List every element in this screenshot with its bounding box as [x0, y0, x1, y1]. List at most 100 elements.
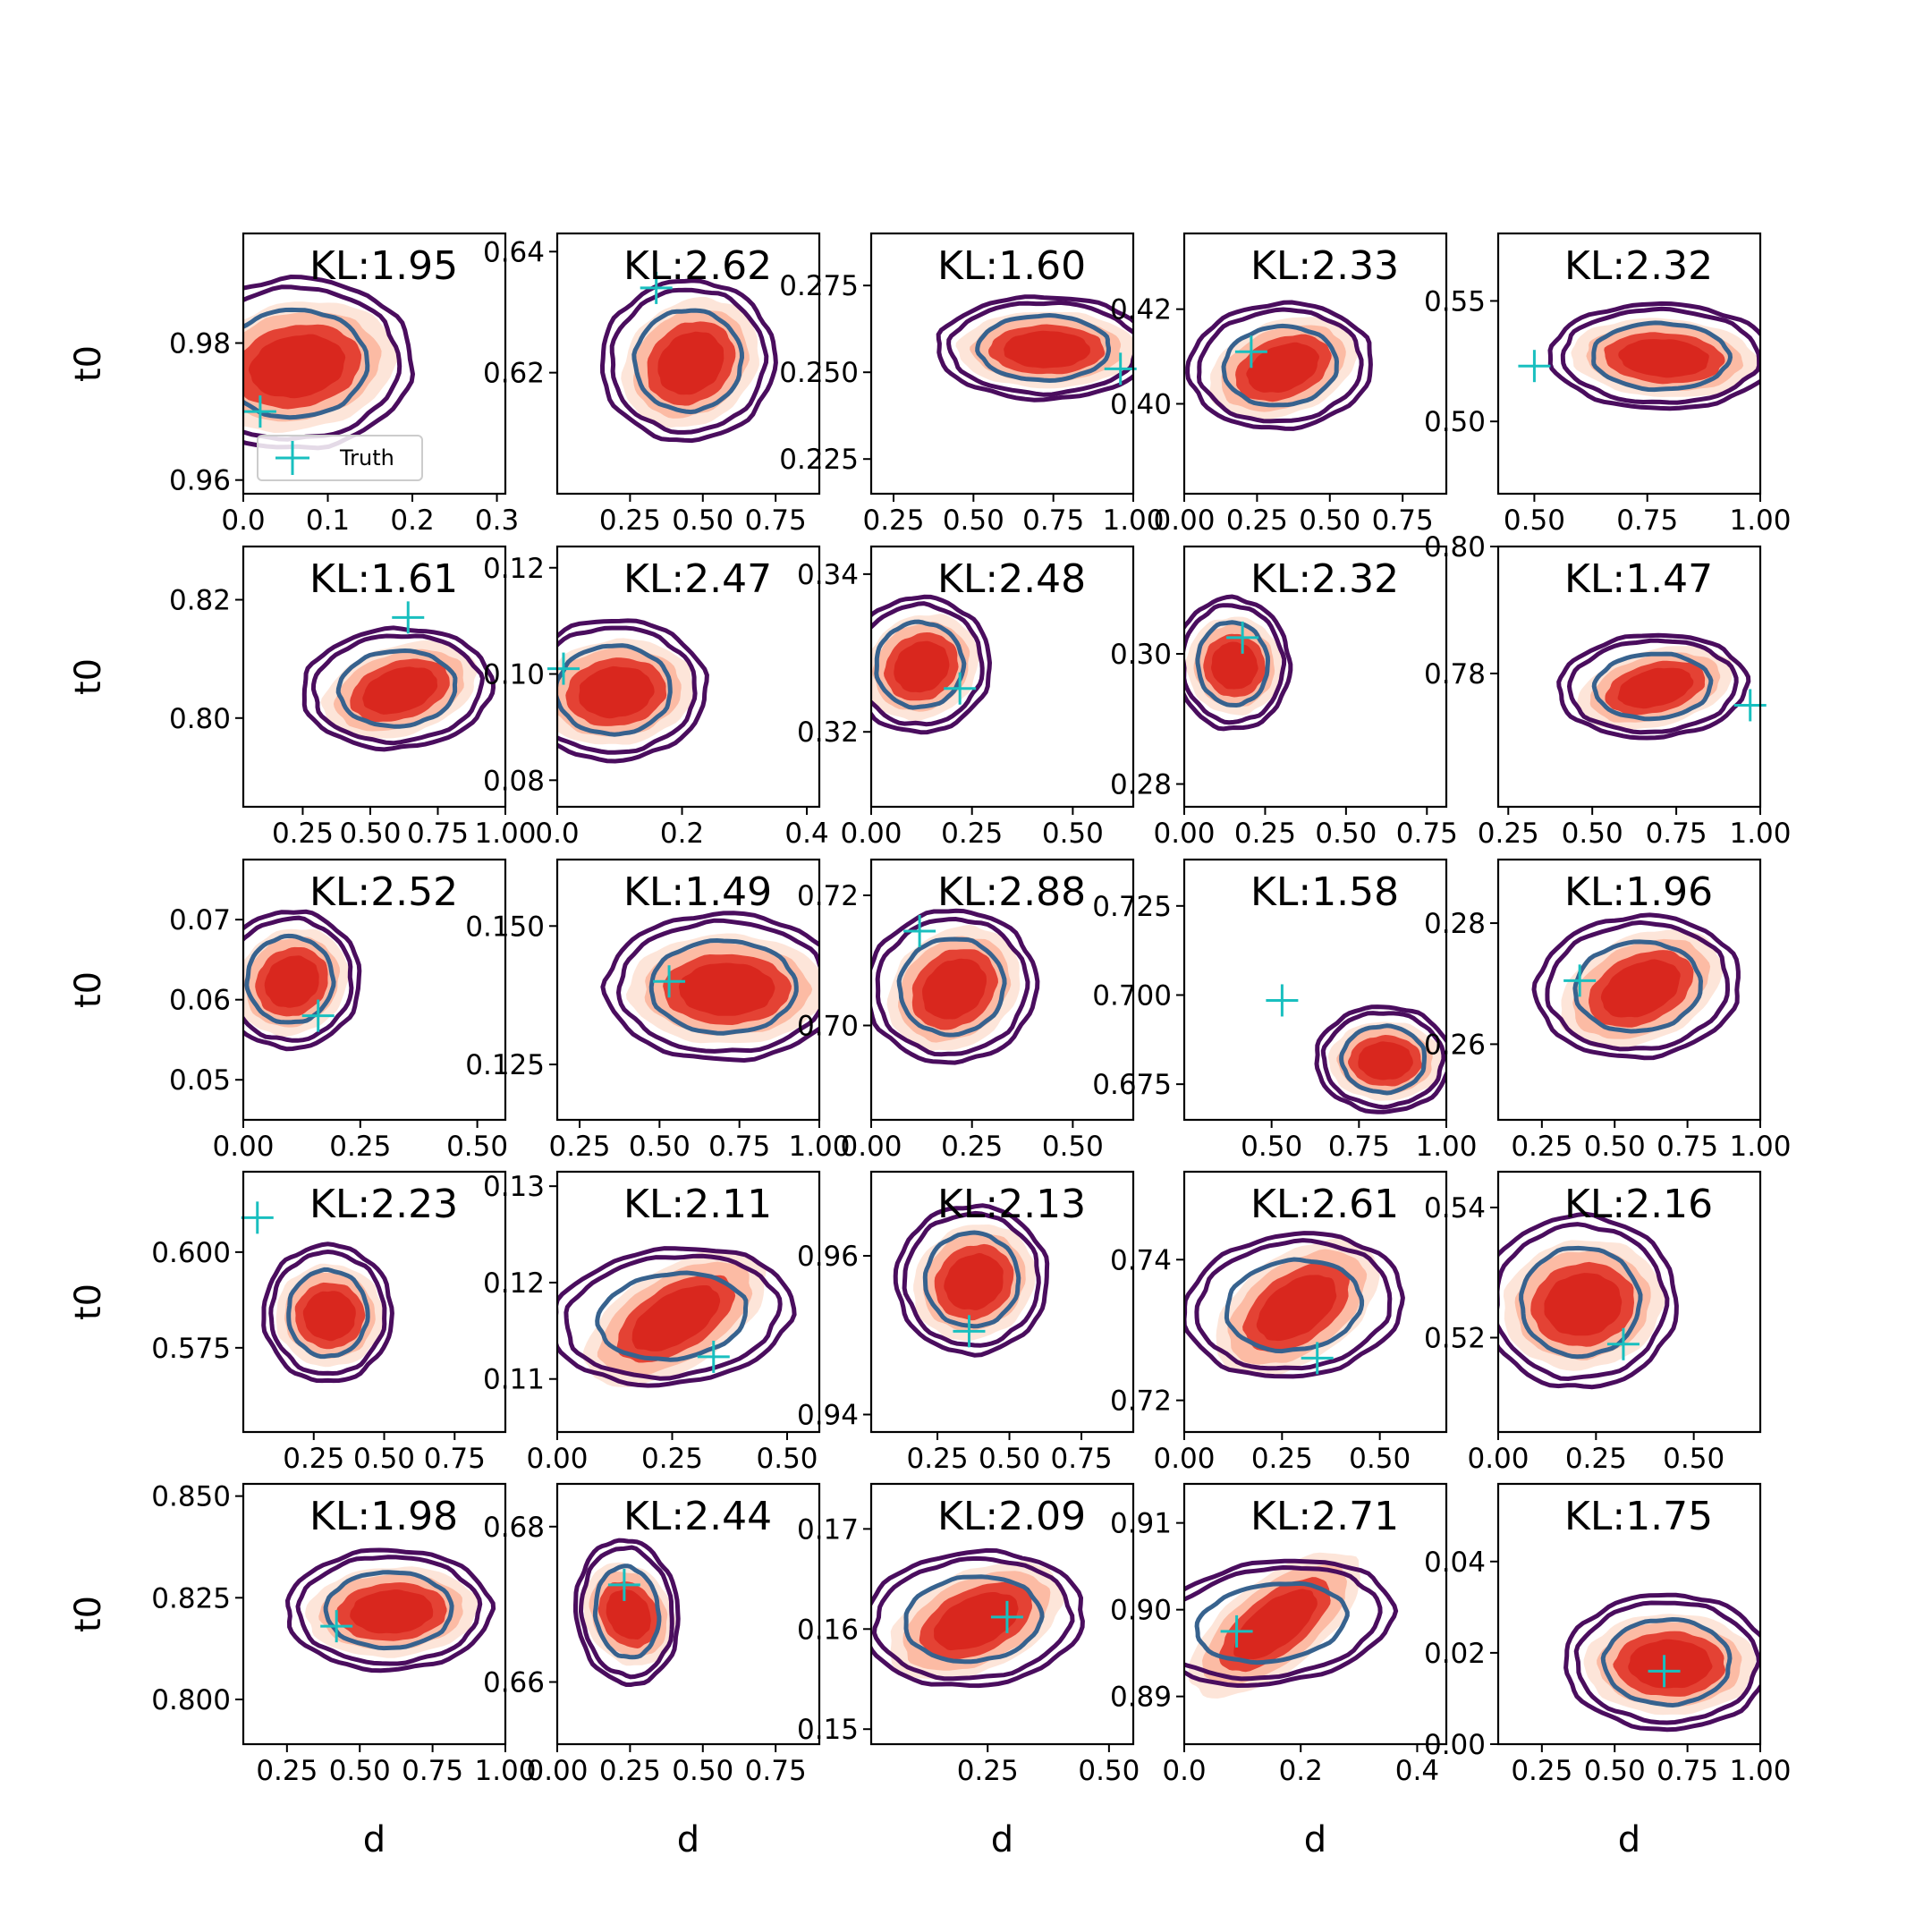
- panel-plot-area: [871, 908, 1040, 1065]
- density-fill-level-4: [678, 962, 775, 1016]
- truth-marker: [243, 395, 276, 428]
- contour-middle: [609, 287, 769, 435]
- y-tick-label: 0.250: [779, 357, 859, 389]
- panel-frame: [1182, 545, 1448, 809]
- kl-divergence-label: KL:2.33: [1250, 243, 1399, 289]
- x-tick-label: 0.50: [1504, 504, 1565, 537]
- panel-13: 0.00 0.25 0.50 0.70 0.72 KL:2.88: [797, 858, 1135, 1163]
- panel-plot-area: [1556, 632, 1751, 741]
- x-tick-label: 0.25: [1226, 504, 1288, 537]
- x-tick-label: 0.25: [1565, 1443, 1627, 1475]
- panel-3: 0.25 0.50 0.75 1.00 0.225 0.250 0.275 KL:1.60: [779, 232, 1165, 537]
- y-tick-label: 0.275: [779, 270, 859, 302]
- panel-17: 0.00 0.25 0.50 0.11 0.12 0.13 KL:2.11: [483, 1170, 821, 1475]
- kl-divergence-label: KL:1.49: [623, 869, 772, 915]
- contour-inner: [1339, 1023, 1428, 1096]
- panel-plot-area: [557, 1246, 797, 1388]
- x-tick-label: 0.50: [1663, 1443, 1724, 1475]
- density-fill-level-4: [264, 955, 319, 1008]
- truth-marker: [953, 1315, 986, 1348]
- contour-middle: [268, 1249, 387, 1377]
- kl-divergence-label: KL:2.61: [1250, 1182, 1399, 1227]
- x-tick-label: 0.50: [1042, 1131, 1104, 1163]
- x-tick-label: 0.50: [629, 1131, 691, 1163]
- truth-marker: [392, 601, 425, 634]
- y-tick-label: 0.28: [1424, 908, 1486, 940]
- contour-outer: [557, 618, 709, 764]
- y-tick-label: 0.02: [1424, 1638, 1486, 1670]
- x-tick-label: 0.50: [943, 504, 1004, 537]
- y-tick-label: 0.98: [169, 328, 231, 360]
- panel-plot-area: [573, 1538, 681, 1687]
- truth-marker: [1518, 350, 1551, 383]
- y-tick-label: 0.78: [1424, 658, 1486, 691]
- x-axis-label: d: [1618, 1819, 1640, 1860]
- contour-inner: [903, 1574, 1045, 1665]
- y-tick-label: 0.700: [1092, 979, 1172, 1012]
- kl-divergence-label: KL:1.58: [1250, 869, 1399, 915]
- contour-middle: [871, 601, 985, 727]
- x-tick-label: 0.50: [1584, 1755, 1646, 1787]
- panel-2: 0.25 0.50 0.75 0.62 0.64 KL:2.62: [483, 232, 821, 537]
- panel-plot-area: [1184, 594, 1293, 732]
- contour-outer: [1563, 1592, 1760, 1733]
- x-tick-label: 0.75: [708, 1131, 770, 1163]
- contour-middle: [1184, 603, 1287, 725]
- x-tick-label: 0.0: [1162, 1755, 1206, 1787]
- x-tick-label: 0.75: [1022, 504, 1084, 537]
- truth-marker: [1234, 335, 1267, 369]
- x-tick-label: 0.2: [1279, 1755, 1323, 1787]
- y-tick-label: 0.80: [1424, 531, 1486, 564]
- panel-frame: [242, 1482, 507, 1746]
- density-fill-level-4: [302, 1291, 356, 1342]
- x-tick-label: 0.75: [407, 818, 469, 850]
- density-fill-level-4: [1233, 1589, 1318, 1660]
- panel-plot-area: [1185, 300, 1373, 431]
- panel-1: 0.0 0.1 0.2 0.3 0.96 0.98 KL:1.95 t0: [68, 232, 519, 537]
- truth-marker: [903, 915, 936, 948]
- contour-inner: [975, 312, 1111, 384]
- y-axis-label: t0: [68, 1284, 109, 1320]
- panel-23: 0.25 0.50 0.15 0.16 0.17 KL:2.09 d: [797, 1482, 1140, 1860]
- y-tick-label: 0.32: [797, 716, 859, 749]
- density-fill-level-4: [350, 1589, 434, 1634]
- contour-inner: [896, 936, 1007, 1038]
- panel-25: 0.25 0.50 0.75 1.00 0.00 0.02 0.04 KL:1.75 d: [1424, 1482, 1792, 1860]
- contour-inner: [1600, 1616, 1733, 1708]
- x-tick-label: 0.50: [1315, 818, 1377, 850]
- panel-18: 0.25 0.50 0.75 0.94 0.96 KL:2.13: [797, 1170, 1135, 1475]
- x-tick-label: 0.4: [784, 818, 828, 850]
- x-tick-label: 0.25: [1478, 818, 1539, 850]
- contour-outer: [871, 908, 1040, 1065]
- contour-inner: [335, 648, 458, 729]
- panel-16: 0.25 0.50 0.75 0.575 0.600 KL:2.23 t0: [68, 1170, 507, 1475]
- y-tick-label: 0.40: [1110, 388, 1172, 420]
- panel-frame: [869, 545, 1135, 809]
- panel-plot-area: [1314, 1004, 1446, 1114]
- contour-outer: [573, 1538, 681, 1687]
- legend-label: Truth: [339, 445, 394, 470]
- y-tick-label: 0.62: [483, 358, 545, 390]
- density-fill-level-4: [631, 1285, 721, 1352]
- kl-divergence-label: KL:2.71: [1250, 1494, 1399, 1539]
- panel-20: 0.00 0.25 0.50 0.52 0.54 KL:2.16: [1424, 1170, 1762, 1475]
- x-tick-label: 0.50: [329, 1755, 391, 1787]
- panel-22: 0.00 0.25 0.50 0.75 0.66 0.68 KL:2.44 d: [483, 1482, 821, 1860]
- x-tick-label: 0.25: [957, 1755, 1019, 1787]
- x-tick-label: 0.00: [840, 818, 902, 850]
- x-tick-label: 0.75: [745, 504, 807, 537]
- contour-inner: [592, 1563, 662, 1660]
- panel-frame: [1182, 232, 1448, 496]
- kl-divergence-label: KL:1.47: [1564, 556, 1713, 602]
- panel-7: 0.0 0.2 0.4 0.08 0.10 0.12 KL:2.47: [483, 545, 829, 850]
- x-tick-label: 0.75: [424, 1443, 486, 1475]
- x-tick-label: 0.75: [1051, 1443, 1113, 1475]
- panel-plot-area: [1547, 301, 1760, 411]
- contour-outer: [284, 1547, 496, 1674]
- truth-marker: [1301, 1342, 1334, 1375]
- kl-divergence-label: KL:2.62: [623, 243, 772, 289]
- y-tick-label: 0.13: [483, 1171, 545, 1203]
- x-tick-label: 0.50: [1078, 1755, 1140, 1787]
- x-axis-label: d: [363, 1819, 386, 1860]
- kl-divergence-label: KL:1.95: [309, 243, 458, 289]
